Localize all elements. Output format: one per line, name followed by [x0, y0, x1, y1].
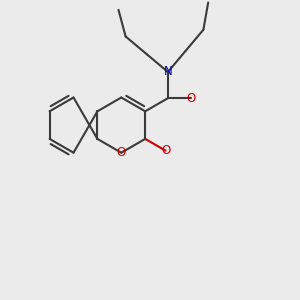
Text: N: N	[164, 65, 172, 79]
Text: O: O	[161, 144, 170, 157]
Text: O: O	[117, 146, 126, 159]
Text: O: O	[187, 92, 196, 105]
